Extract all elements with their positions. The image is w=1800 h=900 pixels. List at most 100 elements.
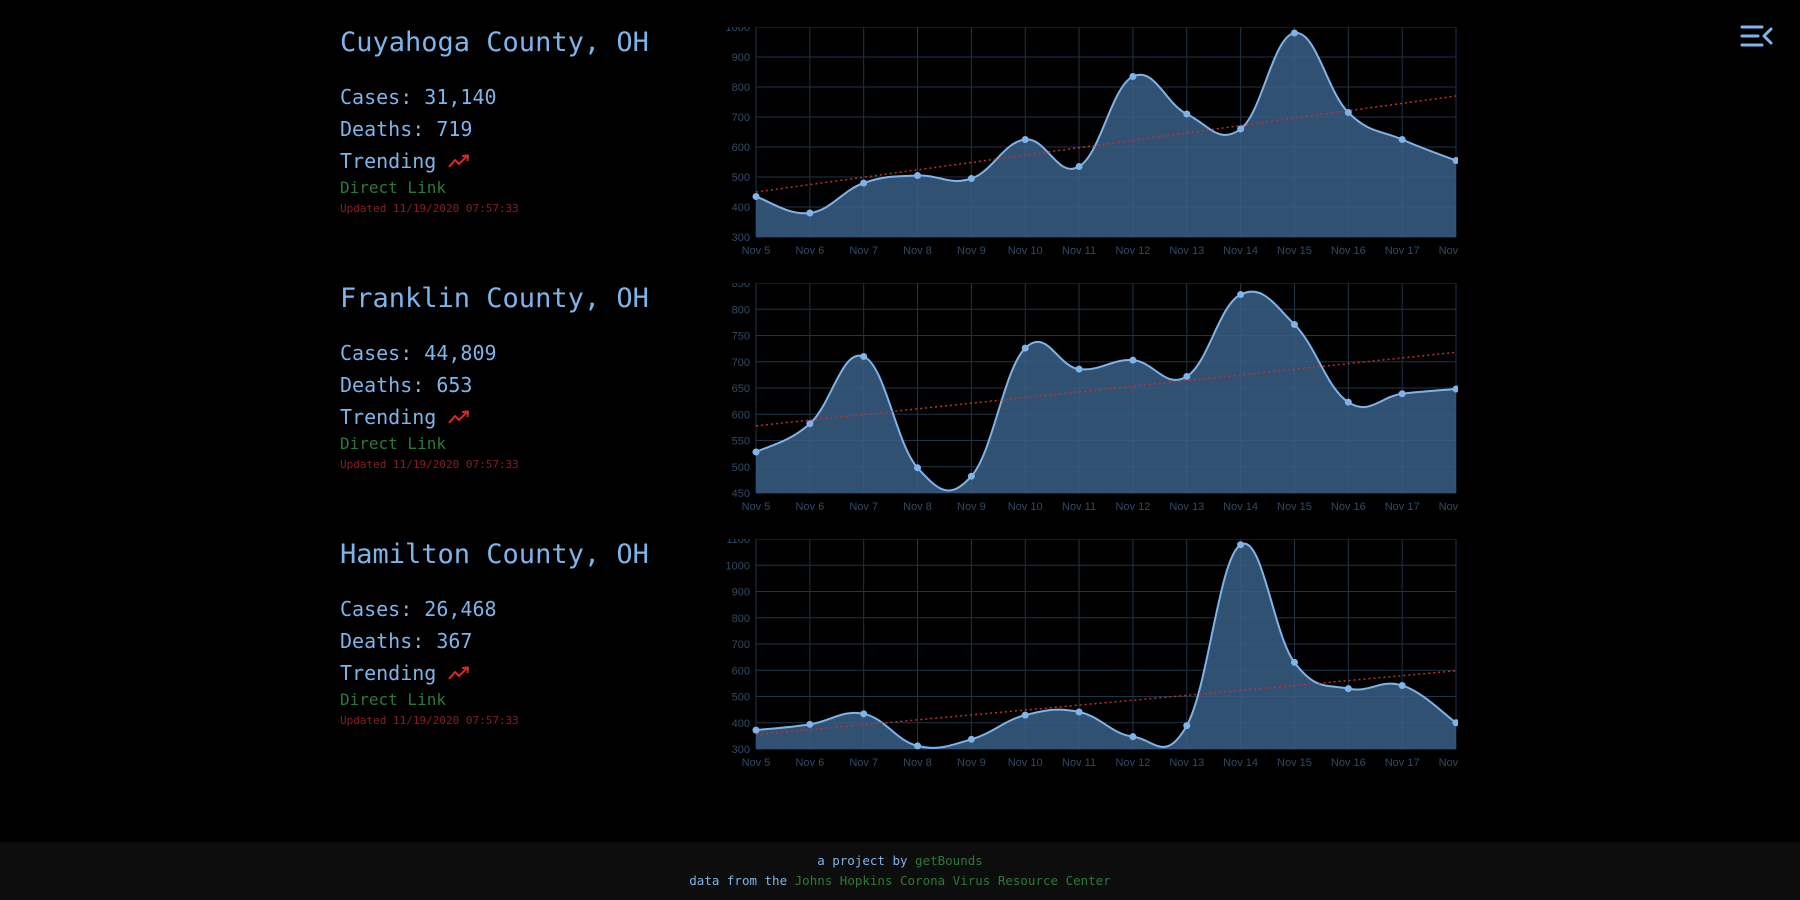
y-tick-label: 800 (732, 82, 750, 94)
x-tick-label: Nov 7 (849, 245, 878, 257)
data-point (806, 209, 814, 217)
jhu-source-link[interactable]: Johns Hopkins Corona Virus Resource Cent… (794, 873, 1111, 888)
y-tick-label: 700 (732, 357, 750, 369)
updated-timestamp: Updated 11/19/2020 07:57:33 (340, 714, 519, 727)
y-tick-label: 1000 (726, 560, 750, 572)
y-tick-label: 800 (732, 613, 750, 625)
x-tick-label: Nov 9 (957, 501, 986, 513)
series-line (755, 290, 1457, 492)
y-tick-label: 400 (732, 202, 750, 214)
direct-link[interactable]: Direct Link (340, 178, 446, 197)
data-point (860, 179, 868, 187)
data-point (967, 735, 975, 743)
x-tick-label: Nov 5 (742, 245, 771, 257)
data-point (967, 472, 975, 480)
data-point (1452, 157, 1458, 164)
data-point (1237, 291, 1245, 299)
deaths-count: Deaths: 367 (340, 629, 473, 653)
x-tick-label: Nov 18 (1439, 245, 1458, 257)
x-tick-label: Nov 8 (903, 757, 932, 769)
y-tick-label: 1000 (726, 27, 750, 34)
x-tick-label: Nov 15 (1277, 245, 1312, 257)
y-tick-label: 300 (732, 744, 750, 756)
county-card-franklin: Franklin County, OH Cases: 44,809 Deaths… (340, 283, 1460, 523)
series-area (756, 543, 1456, 749)
data-point (1183, 722, 1191, 730)
x-tick-label: Nov 17 (1385, 245, 1420, 257)
data-point (1290, 658, 1298, 666)
deaths-count: Deaths: 653 (340, 373, 473, 397)
y-tick-label: 850 (732, 283, 750, 290)
trending-up-icon (448, 666, 470, 680)
trending-label: Trending (340, 405, 437, 429)
y-tick-label: 1100 (726, 539, 750, 546)
x-tick-label: Nov 7 (849, 501, 878, 513)
x-tick-label: Nov 8 (903, 245, 932, 257)
y-tick-label: 800 (732, 304, 750, 316)
direct-link[interactable]: Direct Link (340, 434, 446, 453)
data-point (752, 448, 760, 456)
updated-timestamp: Updated 11/19/2020 07:57:33 (340, 202, 519, 215)
x-tick-label: Nov 11 (1062, 757, 1096, 769)
x-tick-label: Nov 9 (957, 757, 986, 769)
x-tick-label: Nov 18 (1439, 757, 1458, 769)
x-tick-label: Nov 16 (1331, 245, 1366, 257)
x-tick-label: Nov 16 (1331, 757, 1366, 769)
county-info: Franklin County, OH Cases: 44,809 Deaths… (340, 283, 700, 471)
menu-button[interactable] (1740, 23, 1774, 51)
x-tick-label: Nov 15 (1277, 501, 1312, 513)
footer-source-prefix: data from the (689, 873, 788, 888)
data-point (752, 726, 760, 734)
data-point (1237, 541, 1245, 549)
y-tick-label: 500 (732, 692, 750, 704)
data-point (914, 464, 922, 472)
data-point (1021, 711, 1029, 719)
x-tick-label: Nov 18 (1439, 501, 1458, 513)
trending-status: Trending (340, 405, 470, 429)
footer-credit: a project by getBounds (0, 853, 1800, 868)
data-point (967, 175, 975, 182)
data-point (1398, 390, 1406, 398)
x-tick-label: Nov 14 (1223, 757, 1258, 769)
trending-label: Trending (340, 149, 437, 173)
y-tick-label: 450 (732, 488, 750, 500)
trend-line (755, 670, 1457, 736)
footer-source: data from the Johns Hopkins Corona Virus… (0, 873, 1800, 888)
data-point (1237, 125, 1245, 133)
trending-up-icon (448, 410, 470, 424)
deaths-count: Deaths: 719 (340, 117, 473, 141)
data-point (1344, 398, 1352, 406)
x-tick-label: Nov 12 (1115, 501, 1150, 513)
county-info: Cuyahoga County, OH Cases: 31,140 Deaths… (340, 27, 700, 215)
data-point (1452, 385, 1458, 393)
y-tick-label: 600 (732, 142, 750, 154)
cases-count: Cases: 31,140 (340, 85, 497, 109)
x-tick-label: Nov 15 (1277, 757, 1312, 769)
county-name: Hamilton County, OH (340, 539, 649, 570)
x-tick-label: Nov 11 (1062, 245, 1096, 257)
county-info: Hamilton County, OH Cases: 26,468 Deaths… (340, 539, 700, 727)
data-point (1452, 719, 1458, 727)
x-tick-label: Nov 9 (957, 245, 986, 257)
county-name: Franklin County, OH (340, 283, 649, 314)
getbounds-link[interactable]: getBounds (915, 853, 983, 868)
menu-collapse-icon (1740, 25, 1773, 47)
county-card-hamilton: Hamilton County, OH Cases: 26,468 Deaths… (340, 539, 1460, 779)
series-line (755, 542, 1457, 749)
y-tick-label: 300 (732, 232, 750, 244)
x-tick-label: Nov 14 (1223, 245, 1258, 257)
data-point (1344, 685, 1352, 693)
trending-status: Trending (340, 149, 470, 173)
trend-line (755, 351, 1457, 427)
direct-link[interactable]: Direct Link (340, 690, 446, 709)
data-point (1021, 136, 1029, 143)
x-tick-label: Nov 5 (742, 757, 771, 769)
x-tick-label: Nov 14 (1223, 501, 1258, 513)
data-point (1075, 708, 1083, 716)
trending-status: Trending (340, 661, 470, 685)
data-point (1075, 365, 1083, 373)
x-tick-label: Nov 6 (795, 757, 824, 769)
updated-timestamp: Updated 11/19/2020 07:57:33 (340, 458, 519, 471)
y-tick-label: 900 (732, 587, 750, 599)
trending-up-icon (448, 154, 470, 168)
